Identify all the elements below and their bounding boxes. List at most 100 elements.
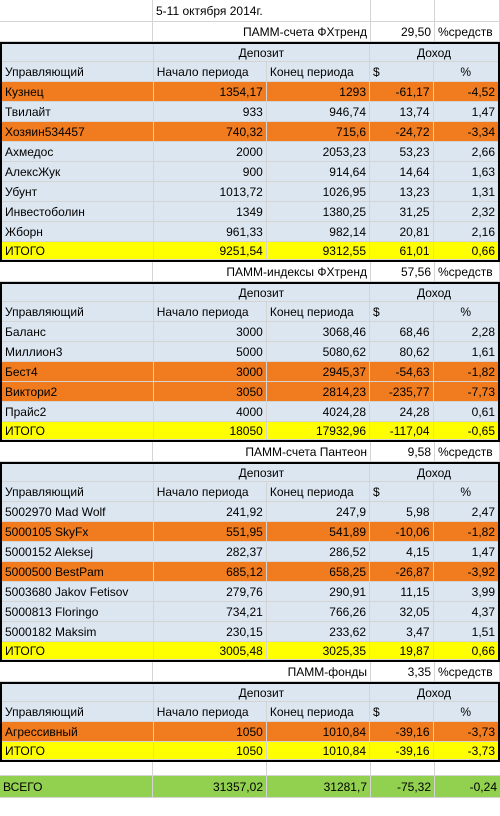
manager-name: 5000500 BestPam [2, 562, 154, 582]
usd-header: $ [370, 302, 434, 322]
total-label: ИТОГО [2, 642, 154, 660]
end-value: 290,91 [266, 582, 370, 602]
table-row: Кузнец 1354,17 1293 -61,17 -4,52 [0, 82, 500, 102]
percent-value: 1,51 [433, 622, 499, 642]
end-value: 658,25 [266, 562, 370, 582]
table-row: 5000152 Aleksej 282,37 286,52 4,15 1,47 [0, 542, 500, 562]
percent-value: 2,47 [433, 502, 499, 522]
percent-value: 1,63 [433, 162, 499, 182]
end-value: 233,62 [266, 622, 370, 642]
total-end: 17932,96 [266, 422, 370, 440]
section-title: ПАММ-счета Пантеон [153, 442, 371, 462]
manager-name: Прайс2 [2, 402, 154, 422]
total-label: ИТОГО [2, 422, 154, 440]
table-row: Инвестоболин 1349 1380,25 31,25 2,32 [0, 202, 500, 222]
manager-name: Виктори2 [2, 382, 154, 402]
end-value: 2945,37 [266, 362, 370, 382]
total-percent: 0,66 [433, 642, 499, 660]
manager-name: 5000182 Maksim [2, 622, 154, 642]
section-title: ПАММ-индексы ФХтренд [153, 262, 371, 282]
section-share: 3,35 [371, 662, 435, 682]
manager-name: Баланс [2, 322, 154, 342]
end-value: 5080,62 [266, 342, 370, 362]
table-row: 5003680 Jakov Fetisov 279,76 290,91 11,15 3,… [0, 582, 500, 602]
manager-name: Твилайт [2, 102, 154, 122]
end-value: 2814,23 [266, 382, 370, 402]
manager-header: Управляющий [2, 702, 154, 722]
empty-cell [0, 22, 153, 42]
grand-total-start: 31357,02 [153, 776, 267, 798]
section-title: ПАММ-фонды [153, 662, 371, 682]
start-value: 961,33 [153, 222, 267, 242]
usd-header: $ [370, 62, 434, 82]
end-value: 286,52 [266, 542, 370, 562]
end-value: 766,26 [266, 602, 370, 622]
total-end: 3025,35 [266, 642, 370, 660]
manager-name: АлексЖук [2, 162, 154, 182]
start-value: 279,76 [153, 582, 267, 602]
manager-header: Управляющий [2, 302, 154, 322]
empty-cell [0, 262, 153, 282]
end-header: Конец периода [266, 482, 370, 502]
total-end: 9312,55 [266, 242, 370, 260]
empty-cell [371, 762, 435, 776]
manager-name: Ахмедос [2, 142, 154, 162]
deposit-header: Депозит [153, 464, 371, 482]
end-value: 541,89 [266, 522, 370, 542]
percent-header: % [433, 302, 499, 322]
usd-value: 14,64 [370, 162, 434, 182]
start-value: 230,15 [153, 622, 267, 642]
table-row: Хозяин534457 740,32 715,6 -24,72 -3,34 [0, 122, 500, 142]
end-value: 3068,46 [266, 322, 370, 342]
percent-header: % [433, 702, 499, 722]
column-header-row: Управляющий Начало периода Конец периода $% [0, 302, 500, 322]
start-value: 734,21 [153, 602, 267, 622]
total-usd: -39,16 [370, 742, 434, 760]
usd-value: 24,28 [370, 402, 434, 422]
start-value: 1349 [153, 202, 267, 222]
percent-value: 2,32 [433, 202, 499, 222]
total-row: ИТОГО 9251,54 9312,55 61,01 0,66 [0, 242, 500, 262]
percent-value: -1,82 [433, 362, 499, 382]
usd-value: 20,81 [370, 222, 434, 242]
percent-value: 1,31 [433, 182, 499, 202]
percent-header: % [433, 482, 499, 502]
share-suffix: %средств [435, 22, 500, 42]
grand-total-label: ВСЕГО [0, 776, 153, 798]
table-row: 5002970 Mad Wolf 241,92 247,9 5,98 2,47 [0, 502, 500, 522]
section-title: ПАММ-счета ФХтренд [153, 22, 371, 42]
end-value: 715,6 [266, 122, 370, 142]
total-percent: -0,65 [433, 422, 499, 440]
usd-value: 31,25 [370, 202, 434, 222]
start-header: Начало периода [153, 302, 267, 322]
end-header: Конец периода [266, 62, 370, 82]
income-header: Доход [370, 684, 498, 702]
end-header: Конец периода [266, 302, 370, 322]
manager-name: Убунт [2, 182, 154, 202]
table-row: Агрессивный 1050 1010,84 -39,16 -3,73 [0, 722, 500, 742]
total-start: 18050 [153, 422, 267, 440]
total-usd: 61,01 [370, 242, 434, 260]
manager-header: Управляющий [2, 62, 154, 82]
end-value: 2053,23 [266, 142, 370, 162]
table-row: Жборн 961,33 982,14 20,81 2,16 [0, 222, 500, 242]
manager-name: 5000105 SkyFx [2, 522, 154, 542]
start-header: Начало периода [153, 702, 267, 722]
empty-cell [371, 0, 435, 22]
manager-name: Бест4 [2, 362, 154, 382]
percent-value: -3,73 [433, 722, 499, 742]
manager-name: 5003680 Jakov Fetisov [2, 582, 154, 602]
percent-value: -4,52 [433, 82, 499, 102]
table-row: Виктори2 3050 2814,23 -235,77 -7,73 [0, 382, 500, 402]
percent-value: -3,34 [433, 122, 499, 142]
start-value: 1354,17 [153, 82, 267, 102]
total-end: 1010,84 [266, 742, 370, 760]
table-row: Ахмедос 2000 2053,23 53,23 2,66 [0, 142, 500, 162]
empty-cell [267, 762, 371, 776]
usd-header: $ [370, 482, 434, 502]
usd-value: 80,62 [370, 342, 434, 362]
manager-name: 5000813 Floringo [2, 602, 154, 622]
start-value: 282,37 [153, 542, 267, 562]
column-header-row: Управляющий Начало периода Конец периода $% [0, 702, 500, 722]
section-share: 57,56 [371, 262, 435, 282]
